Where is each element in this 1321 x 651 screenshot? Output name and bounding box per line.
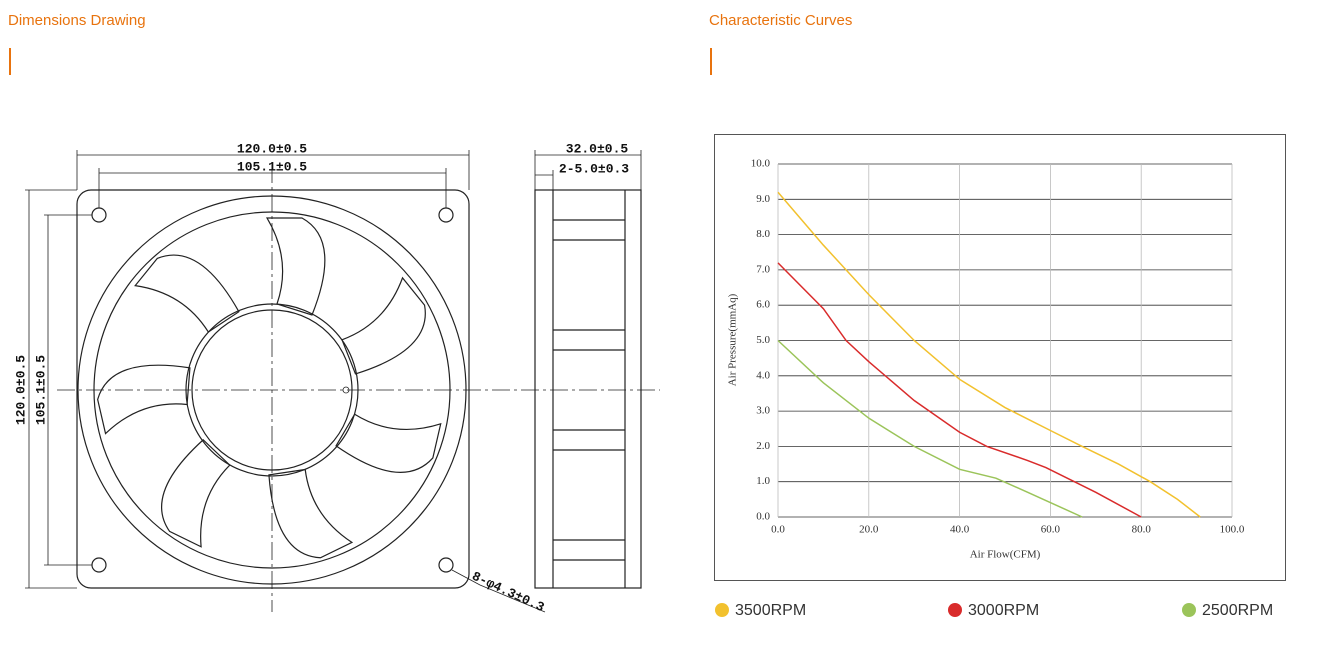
series-line: [777, 191, 1201, 518]
y-tick-label: 0.0: [756, 511, 770, 523]
x-tick-label: 100.0: [1220, 524, 1245, 536]
section-title: Dimensions Drawing: [8, 12, 146, 29]
accent-bar: [9, 48, 11, 75]
series-line: [777, 339, 1083, 518]
x-axis-label: Air Flow(CFM): [970, 549, 1041, 561]
dimension-drawing: 120.0±0.5 105.1±0.5 120.0±0.5 105.1±0.5 …: [13, 141, 660, 615]
x-tick-label: 60.0: [1041, 524, 1061, 536]
y-tick-label: 9.0: [756, 193, 770, 205]
y-tick-label: 3.0: [756, 405, 770, 417]
legend-marker: [1182, 603, 1196, 617]
dimension-label: 120.0±0.5: [237, 141, 307, 156]
y-tick-label: 7.0: [756, 263, 770, 275]
x-tick-label: 40.0: [950, 524, 970, 536]
y-tick-label: 6.0: [756, 299, 770, 311]
x-tick-label: 20.0: [859, 524, 879, 536]
x-tick-label: 80.0: [1132, 524, 1152, 536]
accent-bar: [710, 48, 712, 75]
legend-label: 2500RPM: [1202, 602, 1273, 619]
dimension-label: 120.0±0.5: [13, 355, 28, 425]
dimension-label: 105.1±0.5: [237, 159, 307, 174]
y-tick-label: 1.0: [756, 475, 770, 487]
legend-label: 3000RPM: [968, 602, 1039, 619]
x-tick-label: 0.0: [771, 524, 785, 536]
dimension-label: 105.1±0.5: [33, 355, 48, 425]
y-tick-label: 8.0: [756, 228, 770, 240]
y-tick-label: 4.0: [756, 369, 770, 381]
legend-marker: [948, 603, 962, 617]
legend-marker: [715, 603, 729, 617]
y-tick-label: 2.0: [756, 440, 770, 452]
y-tick-label: 10.0: [751, 158, 771, 170]
section-title: Characteristic Curves: [709, 12, 852, 29]
series-line: [777, 262, 1142, 518]
y-axis-label: Air Pressure(mmAq): [727, 293, 739, 386]
dimension-label: 2-5.0±0.3: [559, 161, 629, 176]
y-tick-label: 5.0: [756, 334, 770, 346]
chart-frame: [714, 134, 1286, 581]
dimension-label: 32.0±0.5: [566, 141, 629, 156]
legend-label: 3500RPM: [735, 602, 806, 619]
